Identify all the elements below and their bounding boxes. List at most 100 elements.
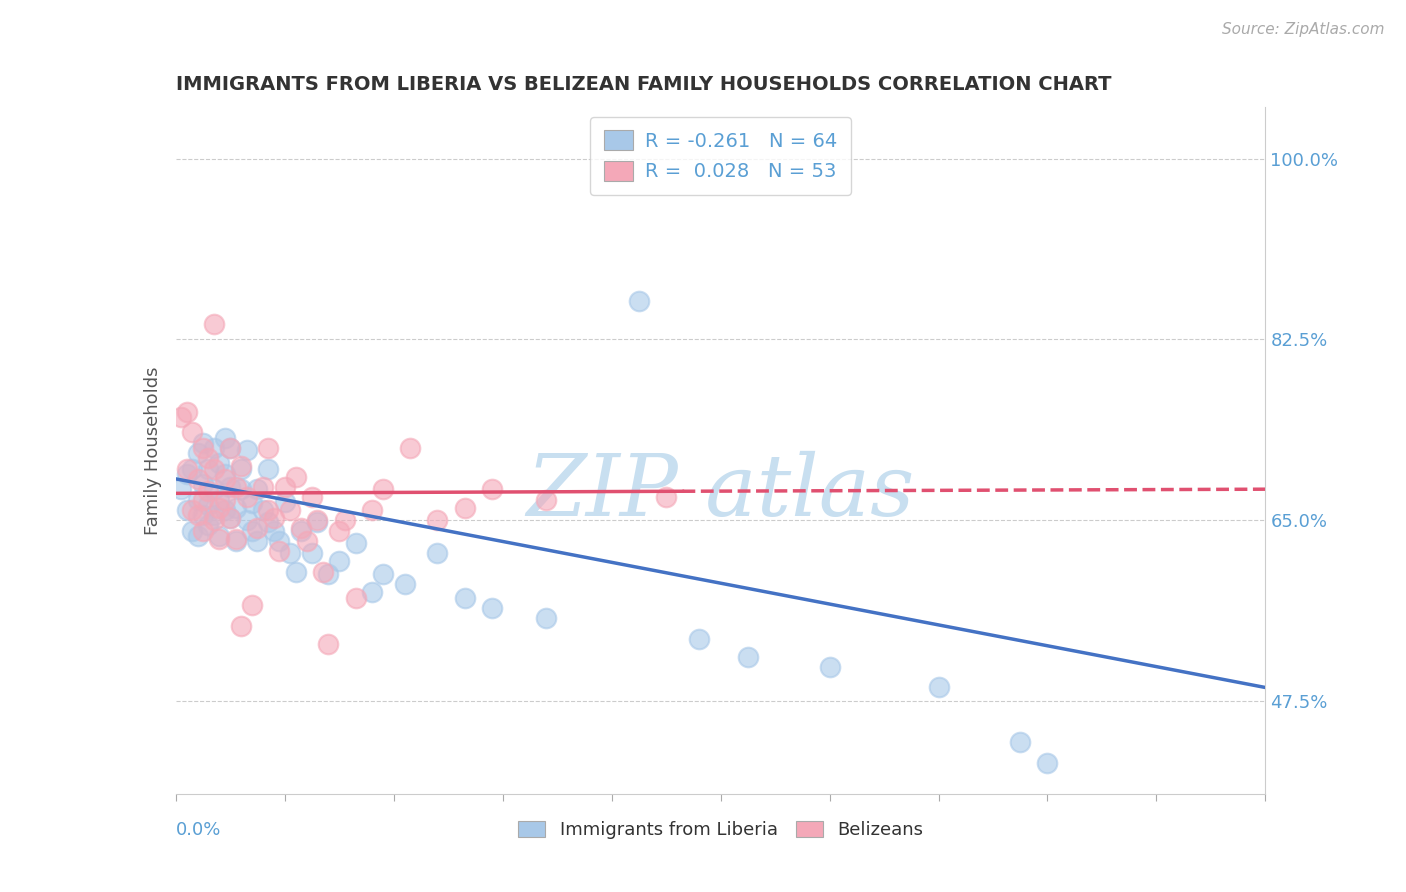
Point bbox=[181, 461, 204, 475]
Point bbox=[284, 565, 307, 579]
Point bbox=[278, 546, 301, 560]
Point bbox=[312, 565, 335, 579]
Point bbox=[191, 508, 214, 522]
Point bbox=[318, 566, 340, 581]
Point bbox=[202, 513, 225, 527]
Point bbox=[344, 591, 367, 605]
Point bbox=[176, 467, 198, 481]
Point bbox=[290, 524, 312, 538]
Text: Source: ZipAtlas.com: Source: ZipAtlas.com bbox=[1222, 22, 1385, 37]
Point bbox=[278, 503, 301, 517]
Point bbox=[219, 511, 242, 525]
Point bbox=[191, 492, 214, 507]
Point bbox=[394, 577, 416, 591]
Point bbox=[191, 441, 214, 455]
Point bbox=[214, 431, 236, 445]
Point bbox=[219, 441, 242, 455]
Point bbox=[208, 532, 231, 546]
Point bbox=[176, 405, 198, 419]
Point bbox=[737, 649, 759, 664]
Point bbox=[225, 533, 247, 548]
Point bbox=[399, 441, 422, 455]
Point bbox=[688, 632, 710, 646]
Point bbox=[231, 461, 253, 475]
Point bbox=[453, 591, 475, 605]
Text: IMMIGRANTS FROM LIBERIA VS BELIZEAN FAMILY HOUSEHOLDS CORRELATION CHART: IMMIGRANTS FROM LIBERIA VS BELIZEAN FAMI… bbox=[176, 75, 1111, 95]
Point bbox=[481, 601, 503, 615]
Point bbox=[197, 451, 219, 466]
Point bbox=[197, 484, 219, 499]
Point bbox=[426, 513, 449, 527]
Point bbox=[627, 294, 650, 309]
Point bbox=[208, 500, 231, 515]
Point bbox=[214, 492, 236, 507]
Point bbox=[240, 524, 263, 538]
Point bbox=[301, 546, 323, 560]
Point bbox=[170, 409, 193, 424]
Point bbox=[252, 480, 274, 494]
Point bbox=[219, 511, 242, 525]
Point bbox=[231, 459, 253, 474]
Point bbox=[426, 546, 449, 560]
Point bbox=[328, 554, 350, 568]
Point bbox=[928, 681, 950, 695]
Point bbox=[269, 544, 291, 558]
Point bbox=[191, 435, 214, 450]
Point bbox=[246, 482, 269, 496]
Point bbox=[333, 513, 356, 527]
Point bbox=[208, 492, 231, 507]
Point bbox=[246, 521, 269, 535]
Point bbox=[655, 491, 678, 505]
Point bbox=[818, 660, 841, 674]
Point bbox=[534, 611, 557, 625]
Point bbox=[186, 446, 209, 460]
Point bbox=[191, 524, 214, 538]
Point bbox=[219, 480, 242, 494]
Point bbox=[202, 482, 225, 496]
Point bbox=[225, 500, 247, 515]
Point bbox=[191, 477, 214, 491]
Text: 0.0%: 0.0% bbox=[176, 822, 221, 839]
Point bbox=[214, 467, 236, 481]
Point bbox=[186, 508, 209, 522]
Point bbox=[371, 482, 394, 496]
Point bbox=[269, 533, 291, 548]
Point bbox=[231, 482, 253, 496]
Point bbox=[231, 618, 253, 632]
Point bbox=[202, 317, 225, 331]
Point bbox=[307, 515, 329, 529]
Point bbox=[235, 513, 257, 527]
Point bbox=[274, 494, 297, 508]
Point bbox=[186, 529, 209, 543]
Point bbox=[257, 461, 280, 475]
Point bbox=[360, 503, 382, 517]
Point bbox=[186, 472, 209, 486]
Point bbox=[284, 470, 307, 484]
Point bbox=[235, 491, 257, 505]
Point bbox=[328, 524, 350, 538]
Point bbox=[344, 536, 367, 550]
Point bbox=[219, 441, 242, 455]
Point bbox=[197, 461, 219, 475]
Point bbox=[208, 456, 231, 470]
Point bbox=[246, 533, 269, 548]
Point bbox=[252, 503, 274, 517]
Point bbox=[181, 524, 204, 538]
Point bbox=[181, 503, 204, 517]
Point bbox=[181, 425, 204, 440]
Point bbox=[176, 461, 198, 475]
Point bbox=[214, 503, 236, 517]
Legend: Immigrants from Liberia, Belizeans: Immigrants from Liberia, Belizeans bbox=[510, 814, 931, 847]
Point bbox=[170, 482, 193, 496]
Point bbox=[202, 508, 225, 522]
Y-axis label: Family Households: Family Households bbox=[143, 367, 162, 534]
Point bbox=[214, 472, 236, 486]
Point bbox=[257, 441, 280, 455]
Point bbox=[295, 533, 318, 548]
Point bbox=[240, 598, 263, 612]
Point bbox=[1036, 756, 1059, 770]
Point bbox=[301, 491, 323, 505]
Point bbox=[197, 498, 219, 512]
Point bbox=[481, 482, 503, 496]
Point bbox=[360, 585, 382, 599]
